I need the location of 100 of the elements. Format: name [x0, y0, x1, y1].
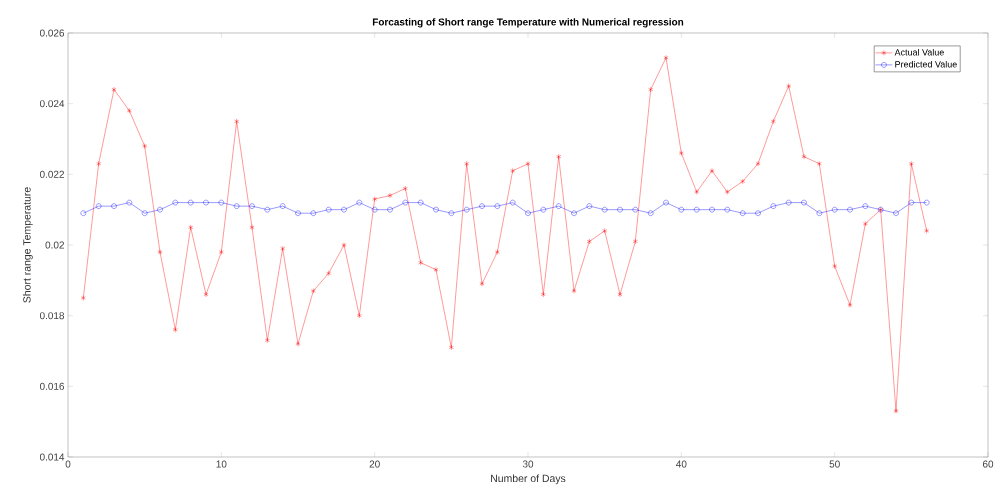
x-tick-label: 50 — [829, 460, 840, 468]
point — [418, 259, 424, 266]
point — [187, 199, 194, 206]
point — [448, 210, 455, 216]
point — [157, 249, 163, 255]
point — [463, 206, 470, 213]
point — [908, 161, 914, 167]
point — [188, 224, 194, 231]
point — [571, 210, 577, 216]
y-tick-label: 0.016 — [39, 382, 65, 390]
point — [648, 86, 654, 93]
point — [433, 206, 439, 213]
point — [693, 206, 700, 213]
point — [510, 168, 516, 174]
point — [142, 143, 148, 149]
point — [111, 203, 117, 209]
point — [341, 206, 347, 213]
legend-label: Predicted Value — [895, 60, 957, 68]
point — [111, 86, 117, 93]
point — [280, 245, 286, 252]
point — [80, 295, 86, 301]
point — [310, 288, 316, 294]
point — [724, 189, 730, 195]
point — [816, 161, 822, 167]
point — [678, 206, 685, 213]
point — [96, 161, 102, 167]
point — [479, 281, 485, 287]
point — [663, 55, 669, 61]
point — [571, 288, 577, 294]
point — [494, 203, 501, 209]
y-axis-title: Short range Temperature — [22, 187, 33, 303]
y-tick-label: 0.024 — [39, 100, 65, 108]
point — [862, 221, 868, 227]
point — [755, 210, 761, 216]
point — [847, 302, 853, 308]
point — [95, 203, 102, 209]
point — [709, 168, 715, 174]
point — [233, 203, 240, 209]
point — [525, 210, 531, 216]
point — [356, 199, 363, 206]
point — [601, 206, 608, 213]
point — [602, 228, 608, 234]
point — [724, 206, 731, 213]
point — [417, 199, 424, 206]
point — [141, 210, 148, 216]
point — [847, 206, 853, 213]
point — [663, 199, 669, 206]
point — [402, 199, 409, 206]
point — [249, 203, 255, 209]
point — [694, 189, 700, 195]
point — [556, 153, 562, 160]
point — [372, 196, 378, 202]
point — [234, 118, 240, 125]
point — [494, 249, 500, 255]
point — [80, 210, 87, 216]
point — [540, 206, 547, 213]
point — [402, 185, 408, 192]
x-tick-label: 10 — [216, 460, 227, 468]
point — [740, 178, 746, 185]
point — [893, 210, 899, 216]
point — [218, 249, 224, 255]
chart-title: Forcasting of Short range Temperature with Numerical regression — [372, 18, 684, 28]
point — [479, 203, 485, 209]
point — [310, 210, 317, 216]
point — [617, 291, 623, 298]
point — [555, 203, 562, 209]
point — [770, 118, 776, 125]
point — [356, 312, 362, 319]
point — [325, 206, 332, 213]
point — [540, 291, 546, 298]
point — [387, 192, 393, 199]
point — [770, 203, 777, 209]
point — [801, 199, 807, 206]
point — [203, 291, 209, 298]
point — [632, 238, 638, 245]
legend-label: Actual Value — [894, 48, 944, 56]
point — [785, 199, 792, 206]
point — [816, 210, 823, 216]
point — [371, 206, 378, 213]
point — [786, 83, 792, 89]
point — [862, 203, 869, 209]
y-tick-label: 0.026 — [39, 29, 65, 37]
point — [586, 203, 593, 209]
point — [525, 161, 531, 167]
x-axis-title: Number of Days — [491, 474, 566, 485]
point — [249, 224, 255, 231]
point — [739, 210, 746, 216]
point — [264, 337, 270, 344]
x-tick-label: 40 — [676, 460, 687, 468]
point — [464, 161, 470, 167]
point — [295, 210, 301, 216]
point — [617, 206, 623, 213]
x-tick-label: 30 — [522, 460, 534, 468]
y-tick-label: 0.02 — [45, 241, 64, 249]
point — [126, 108, 132, 114]
point — [387, 206, 393, 213]
point — [801, 153, 807, 160]
point — [203, 199, 209, 206]
point — [279, 203, 286, 209]
point — [908, 199, 915, 206]
